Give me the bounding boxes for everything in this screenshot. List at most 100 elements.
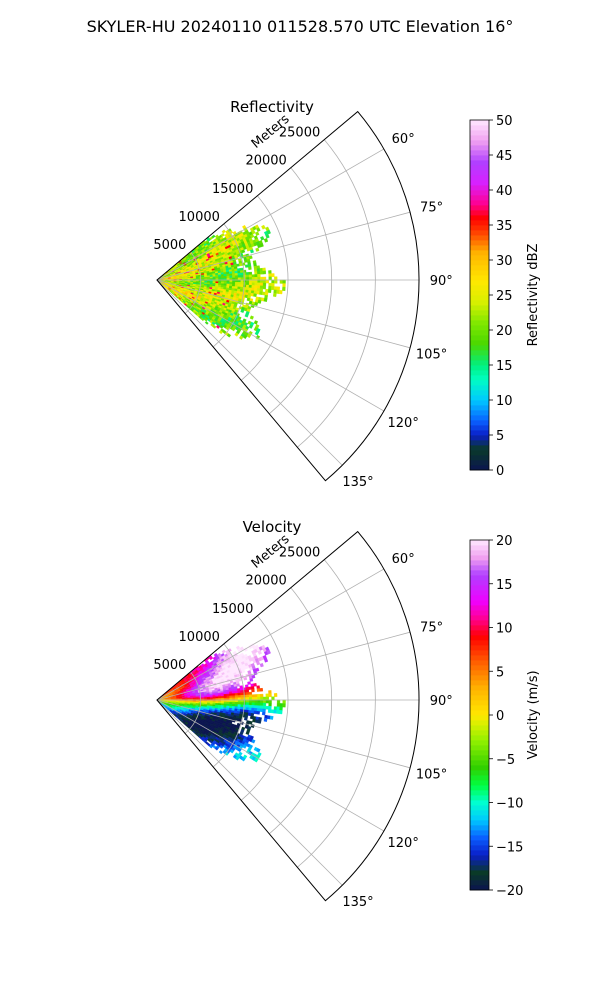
colorbar-tick-label: 0 <box>496 464 504 479</box>
radar-cell <box>246 333 252 339</box>
colorbar-tick-label: 40 <box>496 184 513 199</box>
colorbar-bands <box>470 540 489 891</box>
radar-cell <box>251 277 256 281</box>
radar-cell <box>265 693 269 698</box>
radar-cell <box>256 265 260 270</box>
radar-cell <box>253 757 259 763</box>
colorbar-band <box>470 680 489 686</box>
colorbar-band <box>470 245 489 251</box>
colorbar-tick-label: −5 <box>496 753 515 768</box>
colorbar-band <box>470 560 489 566</box>
colorbar-band <box>470 590 489 596</box>
radar-cell <box>259 708 264 713</box>
colorbar-band <box>470 420 489 426</box>
radar-cell <box>259 285 264 290</box>
colorbar-band <box>470 405 489 411</box>
radar-cell <box>268 276 272 281</box>
radar-cell <box>229 273 233 277</box>
radar-cell <box>234 332 239 337</box>
radar-cell <box>247 681 251 685</box>
colorbar-band <box>470 840 489 846</box>
colorbar-band <box>470 185 489 191</box>
radial-gridline <box>297 139 376 448</box>
radial-gridline <box>240 615 289 801</box>
colorbar-band <box>470 730 489 736</box>
angular-gridline <box>156 568 385 701</box>
radar-cell <box>254 282 258 286</box>
colorbar-band <box>470 735 489 741</box>
radar-cell <box>269 715 274 720</box>
colorbar-band <box>470 390 489 396</box>
colorbar-tick-label: 20 <box>496 324 513 339</box>
colorbar-band <box>470 540 489 546</box>
colorbar-band <box>470 215 489 221</box>
radar-cell <box>257 299 262 304</box>
colorbar-band <box>470 875 489 881</box>
colorbar-band <box>470 440 489 446</box>
radar-cell <box>257 285 261 289</box>
colorbar-band <box>470 340 489 346</box>
angular-tick-label: 75° <box>420 200 443 215</box>
radar-cell <box>271 282 275 287</box>
colorbar-band <box>470 780 489 786</box>
colorbar-band <box>470 820 489 826</box>
radar-cell <box>260 236 265 241</box>
colorbar-tick-label: 25 <box>496 289 513 304</box>
reflectivity-title: Reflectivity <box>230 98 314 116</box>
radar-cell <box>251 694 255 698</box>
colorbar-tick-label: 15 <box>496 578 513 593</box>
colorbar-band <box>470 690 489 696</box>
radar-cell <box>232 275 236 279</box>
radar-cell <box>218 330 223 335</box>
radar-cell <box>262 276 267 281</box>
reflectivity-panel: Reflectivity 500010000150002000025000Met… <box>153 98 541 490</box>
colorbar-band <box>470 430 489 436</box>
colorbar-band <box>470 175 489 181</box>
radar-cell <box>220 696 225 699</box>
radar-cell <box>237 718 242 722</box>
radar-cell <box>245 704 250 708</box>
radar-cell <box>259 267 264 272</box>
radar-cell <box>238 335 244 340</box>
radar-cell <box>268 702 272 707</box>
angular-gridline <box>156 279 385 412</box>
radar-cell <box>220 276 225 279</box>
radar-cell <box>254 694 258 698</box>
colorbar-band <box>470 665 489 671</box>
radar-cell <box>248 271 253 276</box>
radar-cell <box>251 688 255 693</box>
radar-cell <box>279 703 283 708</box>
colorbar-band <box>470 575 489 581</box>
colorbar-band <box>470 445 489 451</box>
colorbar-band <box>470 695 489 701</box>
colorbar-band <box>470 455 489 461</box>
colorbar-band <box>470 330 489 336</box>
radar-cell <box>221 229 226 234</box>
radar-cell <box>282 279 286 284</box>
colorbar-band <box>470 370 489 376</box>
radar-cell <box>248 704 253 709</box>
colorbar-band <box>470 885 489 891</box>
colorbar-band <box>470 250 489 256</box>
radar-cell <box>248 266 252 270</box>
colorbar-band <box>470 120 489 126</box>
radar-cell <box>245 730 250 735</box>
colorbar-band <box>470 810 489 816</box>
radar-cell <box>244 313 249 318</box>
radar-cell <box>262 702 267 707</box>
colorbar-band <box>470 755 489 761</box>
radar-cell <box>278 290 283 295</box>
colorbar-band <box>470 205 489 211</box>
colorbar-band <box>470 335 489 341</box>
radar-cell <box>268 690 272 694</box>
radar-cell <box>237 272 241 276</box>
radar-cell <box>248 720 253 725</box>
radar-cell <box>256 268 261 272</box>
angular-tick-label: 105° <box>416 348 447 363</box>
radar-cell <box>276 706 280 711</box>
radial-tick-label: 15000 <box>212 602 253 617</box>
radar-cell <box>257 719 262 724</box>
colorbar-band <box>470 435 489 441</box>
radar-cell <box>248 702 253 706</box>
radar-cell <box>237 692 241 696</box>
